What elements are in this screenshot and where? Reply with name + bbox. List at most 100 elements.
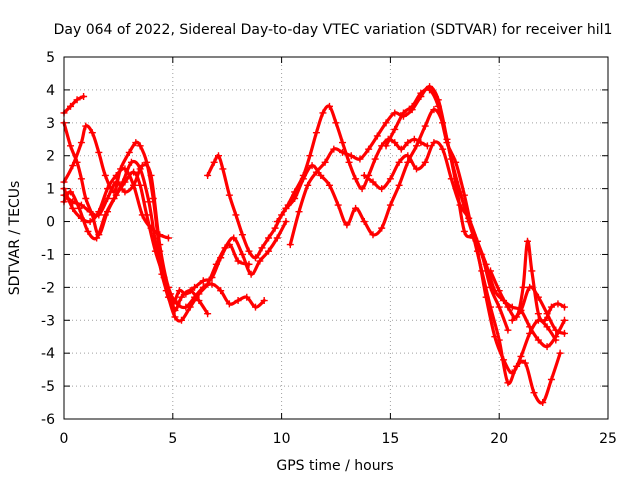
- data-point-marker: [554, 300, 562, 308]
- data-point-marker: [308, 162, 316, 170]
- data-point-marker: [258, 244, 266, 252]
- data-point-marker: [95, 148, 103, 156]
- data-point-marker: [439, 145, 447, 153]
- data-point-marker: [543, 343, 551, 351]
- data-point-marker: [343, 221, 351, 229]
- plot-area: [60, 83, 568, 407]
- data-point-marker: [413, 142, 421, 150]
- data-point-marker: [136, 165, 144, 173]
- data-point-marker: [330, 145, 338, 153]
- data-point-marker: [560, 316, 568, 324]
- data-point-marker: [358, 185, 366, 193]
- data-point-marker: [486, 267, 494, 275]
- data-point-marker: [232, 211, 240, 219]
- data-point-marker: [67, 142, 75, 150]
- data-point-marker: [95, 208, 103, 216]
- data-point-marker: [560, 329, 568, 337]
- data-point-marker: [195, 290, 203, 298]
- series-line: [284, 108, 558, 375]
- data-point-marker: [404, 139, 412, 147]
- x-tick-label: 5: [168, 431, 177, 447]
- data-point-marker: [69, 162, 77, 170]
- chart-title: Day 064 of 2022, Sidereal Day-to-day VTE…: [54, 22, 613, 38]
- data-point-marker: [77, 139, 85, 147]
- data-point-marker: [517, 352, 525, 360]
- y-tick-label: 5: [46, 50, 55, 66]
- data-point-marker: [319, 109, 327, 117]
- data-point-marker: [378, 224, 386, 232]
- data-point-marker: [147, 224, 155, 232]
- data-point-marker: [504, 326, 512, 334]
- series-line: [62, 121, 210, 316]
- y-tick-label: -6: [41, 412, 55, 428]
- data-point-marker: [243, 293, 251, 301]
- data-point-marker: [175, 287, 183, 295]
- data-point-marker: [121, 165, 129, 173]
- data-point-marker: [273, 218, 281, 226]
- data-point-marker: [397, 145, 405, 153]
- y-axis-label: SDTVAR / TECUs: [7, 181, 23, 296]
- data-point-marker: [112, 171, 120, 179]
- data-point-marker: [271, 224, 279, 232]
- data-point-marker: [495, 336, 503, 344]
- data-point-marker: [69, 204, 77, 212]
- data-point-marker: [217, 287, 225, 295]
- data-point-marker: [127, 158, 135, 166]
- data-point-marker: [352, 204, 360, 212]
- data-point-marker: [199, 277, 207, 285]
- data-point-marker: [421, 158, 429, 166]
- data-point-marker: [306, 152, 314, 160]
- data-point-marker: [486, 303, 494, 311]
- data-point-marker: [164, 293, 172, 301]
- axis-ticks: -6 -5 -4 -3 -2 -1 0 1 2 3 4 5 0 5 10 15 20 25: [41, 50, 617, 447]
- data-point-marker: [178, 316, 186, 324]
- data-point-marker: [391, 139, 399, 147]
- data-point-marker: [395, 181, 403, 189]
- data-point-marker: [547, 376, 555, 384]
- y-tick-label: -4: [41, 346, 55, 362]
- data-point-marker: [365, 145, 373, 153]
- data-point-marker: [82, 122, 90, 130]
- data-point-marker: [325, 102, 333, 110]
- x-tick-label: 15: [381, 431, 399, 447]
- data-point-marker: [434, 102, 442, 110]
- data-point-marker: [334, 201, 342, 209]
- data-point-marker: [443, 139, 451, 147]
- data-point-marker: [360, 218, 368, 226]
- data-point-marker: [295, 208, 303, 216]
- data-point-marker: [195, 297, 203, 305]
- data-point-marker: [456, 201, 464, 209]
- data-point-marker: [204, 171, 212, 179]
- data-point-marker: [291, 195, 299, 203]
- data-point-marker: [299, 175, 307, 183]
- data-point-marker: [101, 211, 109, 219]
- series-arc-14: [508, 283, 568, 337]
- series-arc-12: [382, 86, 564, 407]
- data-point-marker: [251, 254, 259, 262]
- data-point-marker: [221, 244, 229, 252]
- data-point-marker: [191, 283, 199, 291]
- data-point-marker: [523, 237, 531, 245]
- data-point-marker: [256, 257, 264, 265]
- data-point-marker: [408, 102, 416, 110]
- data-point-marker: [282, 204, 290, 212]
- data-point-marker: [312, 129, 320, 137]
- data-point-marker: [77, 214, 85, 222]
- data-point-marker: [552, 333, 560, 341]
- data-point-marker: [145, 198, 153, 206]
- data-point-marker: [556, 349, 564, 357]
- data-point-marker: [147, 171, 155, 179]
- data-point-marker: [417, 89, 425, 97]
- data-point-marker: [225, 191, 233, 199]
- data-point-marker: [404, 158, 412, 166]
- data-point-marker: [204, 280, 212, 288]
- x-tick-label: 20: [490, 431, 508, 447]
- data-point-marker: [552, 326, 560, 334]
- data-point-marker: [339, 139, 347, 147]
- data-point-marker: [378, 185, 386, 193]
- data-point-marker: [339, 148, 347, 156]
- data-point-marker: [132, 139, 140, 147]
- data-point-marker: [404, 152, 412, 160]
- plot-frame: [63, 56, 609, 420]
- y-tick-label: -1: [41, 247, 55, 263]
